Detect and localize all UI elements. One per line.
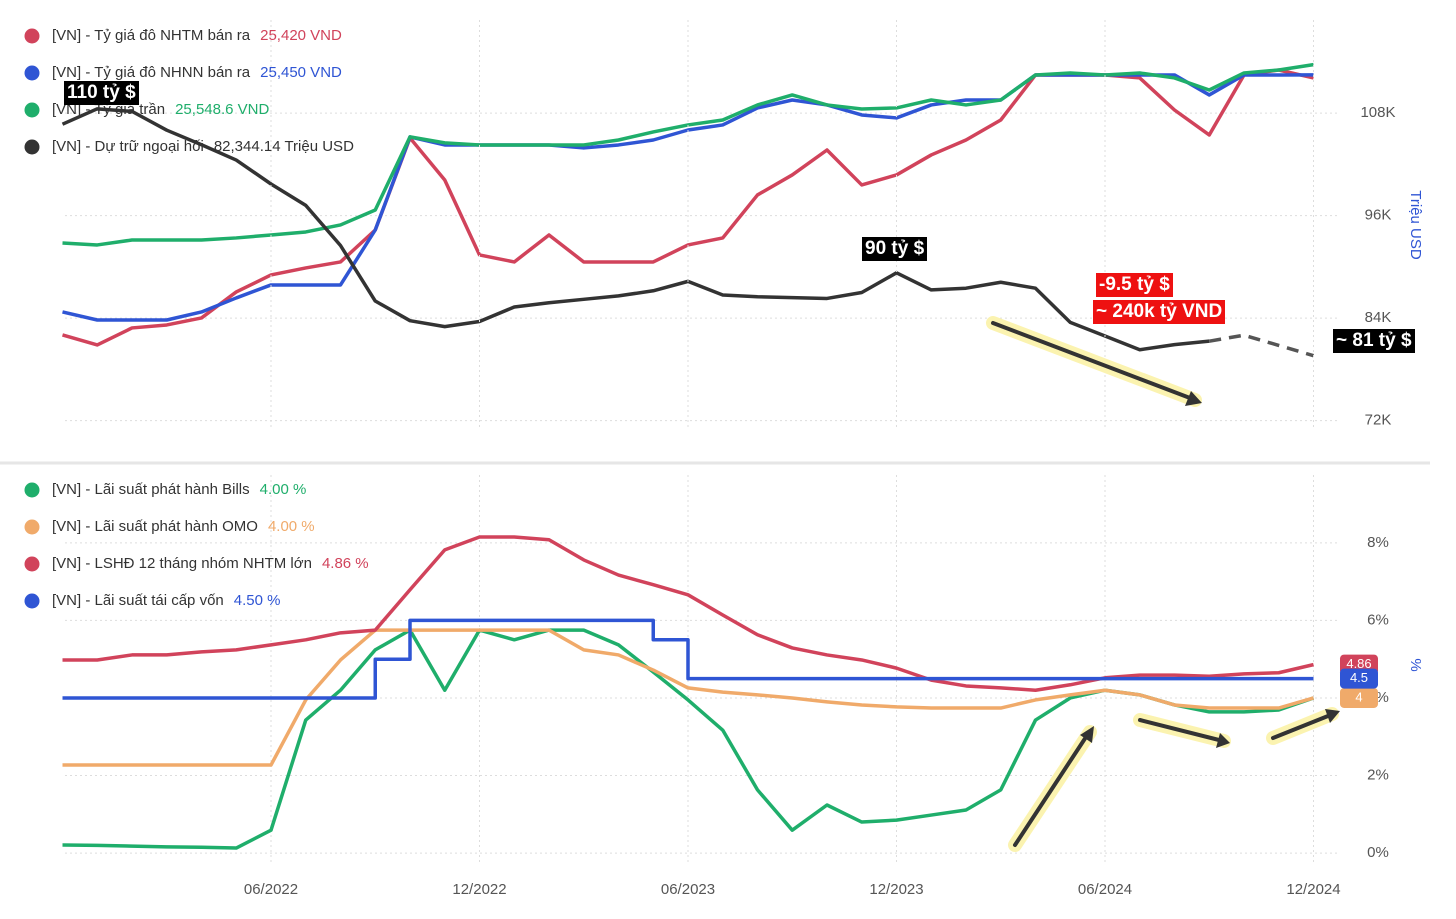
legend-label: [VN] - Lãi suất phát hành Bills bbox=[52, 481, 250, 498]
annotation: 110 tỷ $ bbox=[64, 81, 139, 105]
x-tick-label: 06/2024 bbox=[1078, 881, 1132, 898]
x-tick-label: 12/2023 bbox=[869, 881, 923, 898]
legend-label: [VN] - Tỷ giá đô NHTM bán ra bbox=[52, 27, 251, 44]
end-label: 4.86 bbox=[1346, 656, 1371, 671]
legend-marker bbox=[24, 482, 40, 498]
y-tick-label: 108K bbox=[1360, 104, 1395, 121]
y-tick-label: 96K bbox=[1365, 207, 1392, 224]
legend-label: [VN] - Lãi suất tái cấp vốn bbox=[52, 592, 224, 609]
x-tick-label: 12/2022 bbox=[452, 881, 506, 898]
x-tick-label: 06/2022 bbox=[244, 881, 298, 898]
end-badge bbox=[1340, 668, 1378, 689]
legend-value: 4.00 % bbox=[260, 481, 307, 498]
legend-marker bbox=[24, 139, 40, 155]
annotation: -9.5 tỷ $ bbox=[1096, 273, 1173, 297]
y-tick-label: 8% bbox=[1367, 534, 1389, 551]
series-line bbox=[62, 618, 1314, 700]
y-tick-label: 6% bbox=[1367, 611, 1389, 628]
legend-marker bbox=[24, 593, 40, 609]
legend-value: 82,344.14 Triệu USD bbox=[214, 138, 354, 155]
legend-marker bbox=[24, 556, 40, 572]
x-tick-label: 06/2023 bbox=[661, 881, 715, 898]
end-badge bbox=[1340, 687, 1378, 708]
y-tick-label: 72K bbox=[1365, 412, 1392, 429]
end-label: 4.5 bbox=[1350, 670, 1368, 685]
x-tick-label: 12/2024 bbox=[1286, 881, 1340, 898]
legend-value: 4.00 % bbox=[268, 518, 315, 535]
series-line bbox=[61, 107, 1210, 352]
legend-label: [VN] - Lãi suất phát hành OMO bbox=[52, 518, 258, 535]
arrows bbox=[986, 316, 1340, 852]
annotation: 90 tỷ $ bbox=[862, 237, 928, 261]
y-tick-label: 84K bbox=[1365, 309, 1392, 326]
legend-label: [VN] - LSHĐ 12 tháng nhóm NHTM lớn bbox=[52, 555, 312, 572]
legend-value: 4.50 % bbox=[234, 592, 281, 609]
legend-marker bbox=[24, 102, 40, 118]
series-line bbox=[62, 62, 1314, 247]
annotation: ~ 81 tỷ $ bbox=[1333, 329, 1415, 353]
legend-label: [VN] - Tỷ giá trần bbox=[52, 101, 165, 118]
legend-value: 4.86 % bbox=[322, 555, 369, 572]
series-line bbox=[62, 628, 1314, 767]
end-label: 4 bbox=[1355, 689, 1362, 704]
y-tick-label: 2% bbox=[1367, 766, 1389, 783]
axis-title: Triệu USD bbox=[1407, 190, 1424, 260]
legend-value: 25,450 VND bbox=[260, 64, 342, 81]
legend-label: [VN] - Dự trữ ngoại hối bbox=[52, 138, 204, 155]
legend-value: 25,548.6 VND bbox=[175, 101, 269, 118]
legend-marker bbox=[24, 28, 40, 44]
legend-marker bbox=[24, 519, 40, 535]
legend-value: 25,420 VND bbox=[260, 27, 342, 44]
series-line bbox=[1208, 333, 1314, 358]
legend-marker bbox=[24, 65, 40, 81]
annotation: ~ 240k tỷ VND bbox=[1093, 300, 1226, 324]
y-tick-label: 0% bbox=[1367, 844, 1389, 861]
axis-title: % bbox=[1407, 658, 1424, 671]
legend-label: [VN] - Tỷ giá đô NHNN bán ra bbox=[52, 64, 251, 81]
